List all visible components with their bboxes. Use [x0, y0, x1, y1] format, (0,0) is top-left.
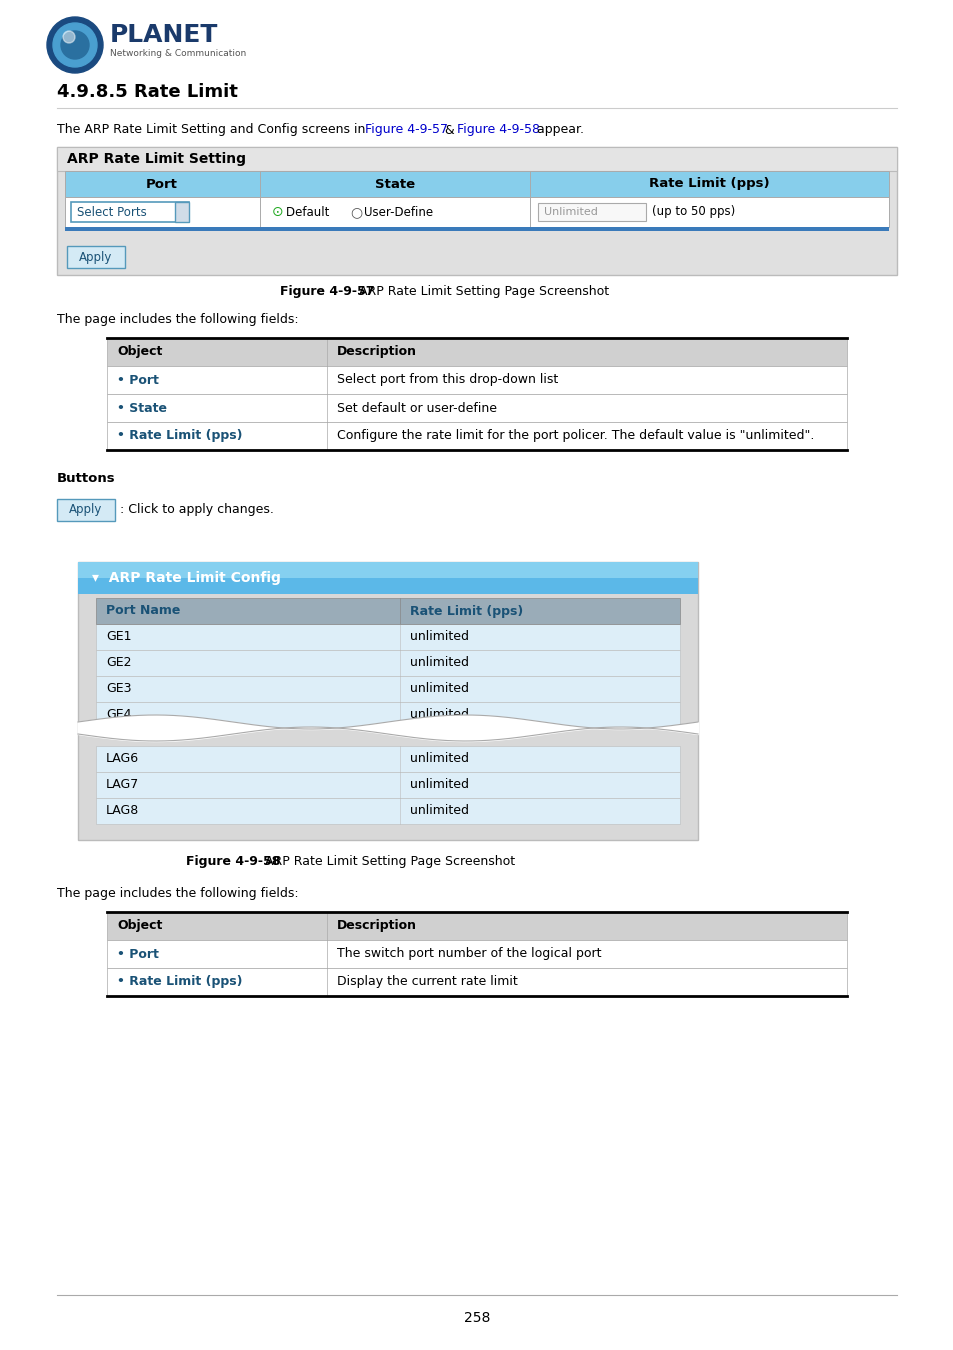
Bar [107, 968, 846, 996]
Text: LAG6: LAG6 [106, 752, 139, 765]
Text: unlimited: unlimited [409, 656, 468, 670]
Text: LAG8: LAG8 [106, 805, 139, 818]
Text: User-Define: User-Define [364, 205, 433, 219]
Text: Apply: Apply [79, 251, 112, 263]
Text: ▼: ▼ [178, 208, 185, 216]
Circle shape [47, 18, 103, 73]
Text: Rate Limit (pps): Rate Limit (pps) [409, 605, 522, 617]
Bar [96, 676, 679, 702]
Bar [107, 913, 846, 940]
Bar [96, 798, 679, 823]
Text: The page includes the following fields:: The page includes the following fields: [57, 887, 298, 900]
Text: GE1: GE1 [106, 630, 132, 644]
Text: 4.9.8.5 Rate Limit: 4.9.8.5 Rate Limit [57, 82, 237, 101]
Text: unlimited: unlimited [409, 752, 468, 765]
Text: Object: Object [117, 346, 162, 359]
Bar [107, 940, 846, 968]
Text: • Rate Limit (pps): • Rate Limit (pps) [117, 429, 242, 443]
Text: Set default or user-define: Set default or user-define [336, 401, 497, 414]
Bar [57, 147, 896, 275]
Text: GE3: GE3 [106, 683, 132, 695]
Text: Networking & Communication: Networking & Communication [110, 49, 246, 58]
Text: GE2: GE2 [106, 656, 132, 670]
Text: • Rate Limit (pps): • Rate Limit (pps) [117, 976, 242, 988]
Text: Apply: Apply [70, 504, 103, 517]
Text: Display the current rate limit: Display the current rate limit [336, 976, 517, 988]
Bar [107, 366, 846, 394]
Bar [174, 202, 189, 221]
Text: unlimited: unlimited [409, 630, 468, 644]
Text: ○: ○ [350, 205, 362, 219]
Bar [67, 246, 125, 269]
Circle shape [53, 23, 97, 68]
Circle shape [61, 31, 89, 59]
Text: PLANET: PLANET [110, 23, 218, 47]
Text: ▾  ARP Rate Limit Config: ▾ ARP Rate Limit Config [91, 571, 280, 585]
Bar [96, 624, 679, 649]
Text: Rate Limit (pps): Rate Limit (pps) [648, 177, 768, 190]
Text: Port: Port [146, 177, 178, 190]
Text: Description: Description [336, 346, 416, 359]
Bar [57, 147, 896, 171]
Bar [96, 702, 679, 728]
Bar [71, 202, 189, 221]
Bar [96, 649, 679, 676]
Text: Description: Description [336, 919, 416, 933]
Text: The switch port number of the logical port: The switch port number of the logical po… [336, 948, 601, 960]
Text: ARP Rate Limit Setting Page Screenshot: ARP Rate Limit Setting Page Screenshot [261, 856, 515, 868]
Bar [78, 562, 698, 578]
Text: • State: • State [117, 401, 167, 414]
Text: Select Ports: Select Ports [77, 205, 147, 219]
Text: 258: 258 [463, 1311, 490, 1324]
Bar [65, 227, 888, 231]
Circle shape [63, 31, 75, 43]
Text: Object: Object [117, 919, 162, 933]
Text: • Port: • Port [117, 948, 159, 960]
Bar [107, 423, 846, 450]
Text: Figure 4-9-57: Figure 4-9-57 [280, 285, 375, 298]
Text: unlimited: unlimited [409, 683, 468, 695]
Bar [65, 197, 888, 227]
Text: Figure 4-9-58: Figure 4-9-58 [456, 123, 539, 136]
Text: (up to 50 pps): (up to 50 pps) [651, 205, 735, 219]
Text: Select port from this drop-down list: Select port from this drop-down list [336, 374, 558, 386]
Bar [78, 562, 698, 840]
Text: unlimited: unlimited [409, 805, 468, 818]
Bar [107, 394, 846, 423]
Text: Unlimited: Unlimited [543, 207, 598, 217]
Text: GE4: GE4 [106, 709, 132, 721]
Text: The ARP Rate Limit Setting and Config screens in: The ARP Rate Limit Setting and Config sc… [57, 123, 369, 136]
Text: : Click to apply changes.: : Click to apply changes. [120, 504, 274, 517]
Text: appear.: appear. [533, 123, 583, 136]
Text: Default: Default [286, 205, 336, 219]
Text: LAG7: LAG7 [106, 779, 139, 791]
Text: ⊙: ⊙ [272, 205, 283, 219]
Text: Figure 4-9-57: Figure 4-9-57 [365, 123, 448, 136]
Text: ARP Rate Limit Setting: ARP Rate Limit Setting [67, 153, 246, 166]
Text: Figure 4-9-58: Figure 4-9-58 [186, 856, 280, 868]
Bar [537, 202, 645, 221]
Bar [57, 500, 115, 521]
Text: &: & [440, 123, 458, 136]
Text: • Port: • Port [117, 374, 159, 386]
Bar [96, 747, 679, 772]
Text: ARP Rate Limit Setting Page Screenshot: ARP Rate Limit Setting Page Screenshot [355, 285, 608, 298]
Text: Port Name: Port Name [106, 605, 180, 617]
Text: State: State [375, 177, 415, 190]
Text: The page includes the following fields:: The page includes the following fields: [57, 313, 298, 327]
Text: Buttons: Buttons [57, 471, 115, 485]
Bar [107, 338, 846, 366]
Text: Configure the rate limit for the port policer. The default value is "unlimited".: Configure the rate limit for the port po… [336, 429, 814, 443]
Text: unlimited: unlimited [409, 779, 468, 791]
Bar [65, 171, 888, 197]
Bar [96, 772, 679, 798]
Text: unlimited: unlimited [409, 709, 468, 721]
Bar [78, 562, 698, 594]
Bar [96, 598, 679, 624]
